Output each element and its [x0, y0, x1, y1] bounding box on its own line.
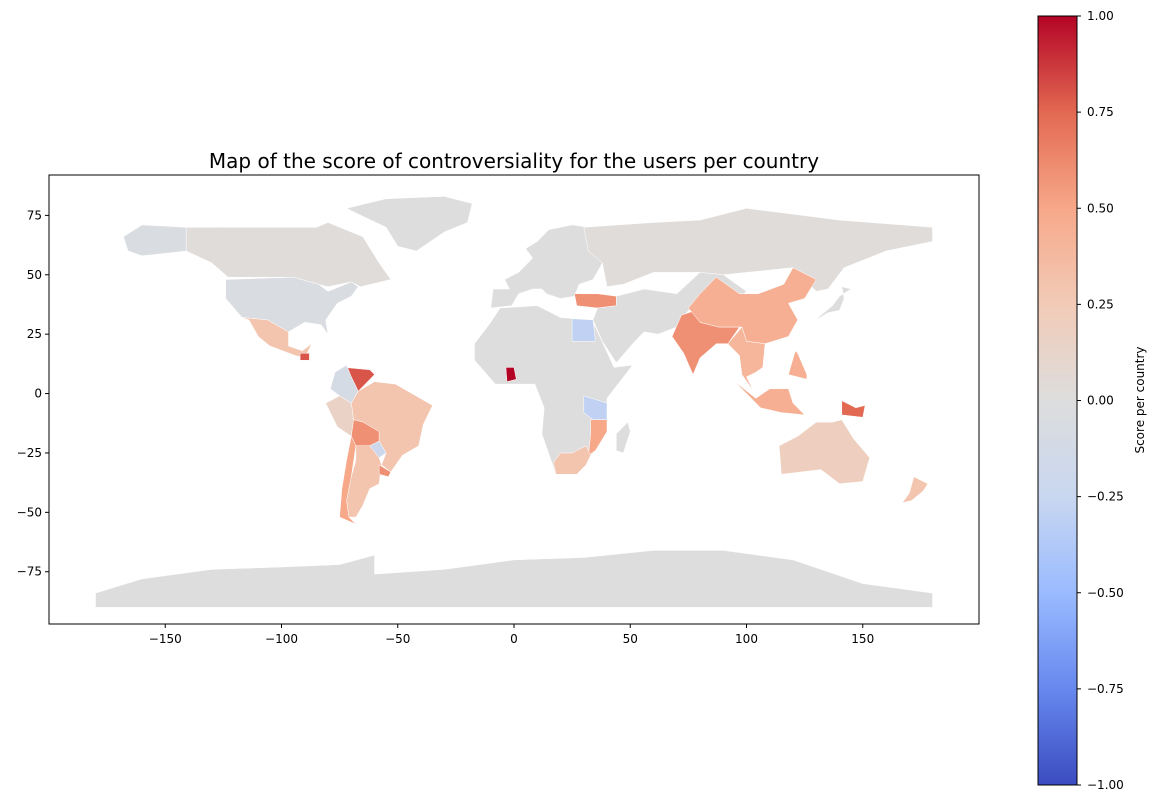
- colorbar: [1037, 15, 1078, 786]
- regions-layer: [95, 196, 933, 608]
- x-tick-label: 100: [735, 632, 758, 646]
- colorbar-ticks: 1.00 0.75 0.50 0.25 0.00 −0.25 −0.50 −0.75 −1.00: [1077, 9, 1124, 792]
- colorbar-tick-label: −1.00: [1087, 778, 1124, 792]
- region-greenland: [345, 196, 473, 252]
- region-southeast-asia: [727, 326, 766, 392]
- region-south-africa: [553, 445, 591, 475]
- region-alaska: [123, 224, 187, 257]
- region-canada: [185, 222, 392, 287]
- region-chile: [339, 435, 357, 525]
- region-japan: [816, 286, 852, 321]
- x-tick-label: −150: [149, 632, 182, 646]
- chart-title: Map of the score of controversiality for…: [209, 149, 819, 173]
- y-tick-label: 25: [27, 327, 42, 341]
- x-tick-label: 150: [851, 632, 874, 646]
- region-ghana: [505, 367, 517, 383]
- y-tick-label: −25: [17, 446, 42, 460]
- colorbar-tick-label: −0.50: [1087, 586, 1124, 600]
- region-indonesia: [734, 381, 806, 416]
- x-tick-label: 0: [510, 632, 518, 646]
- colorbar-tick-label: 0.25: [1087, 297, 1114, 311]
- region-mozambique: [588, 419, 608, 456]
- region-australia: [778, 419, 870, 485]
- x-tick-label: −50: [385, 632, 410, 646]
- colorbar-label: Score per country: [1133, 346, 1147, 453]
- colorbar-tick-label: 0.75: [1087, 105, 1114, 119]
- region-guatemala: [299, 352, 310, 361]
- y-tick-label: −50: [17, 505, 42, 519]
- y-tick-label: 0: [34, 387, 42, 401]
- region-madagascar: [616, 421, 631, 454]
- region-philippines: [788, 350, 808, 380]
- region-russia: [583, 208, 933, 292]
- colorbar-tick-label: 1.00: [1087, 9, 1114, 23]
- x-tick-label: 50: [623, 632, 638, 646]
- region-uruguay: [378, 464, 392, 477]
- region-antarctica: [95, 550, 933, 608]
- y-tick-label: 75: [27, 208, 42, 222]
- region-china: [688, 267, 817, 344]
- region-new-zealand: [901, 476, 929, 504]
- colorbar-tick-label: 0.00: [1087, 394, 1114, 408]
- y-tick-label: 50: [27, 268, 42, 282]
- region-papua-new-guinea: [841, 400, 866, 418]
- y-tick-label: −75: [17, 565, 42, 579]
- colorbar-tick-label: 0.50: [1087, 201, 1114, 215]
- colorbar-tick-label: −0.75: [1087, 682, 1124, 696]
- colorbar-tick-label: −0.25: [1087, 490, 1124, 504]
- region-egypt: [571, 318, 596, 342]
- axes: −150 −100 −50 0 50 100 150 75 50 25 0 −25 −50 −75: [17, 208, 875, 646]
- region-turkey: [574, 293, 617, 309]
- region-mexico: [241, 317, 312, 359]
- x-tick-label: −100: [265, 632, 298, 646]
